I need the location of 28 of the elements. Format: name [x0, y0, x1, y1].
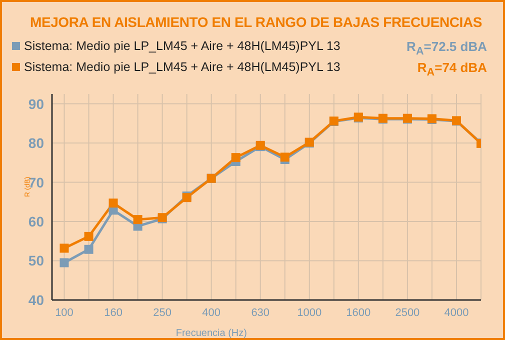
text: R$_{A}$=72.5 dBA: [406, 39, 487, 58]
point: [280, 152, 290, 162]
point: [60, 244, 69, 253]
x-axis-title: Frecuencia (Hz): [176, 328, 247, 339]
x-tick-label: 630: [251, 306, 270, 319]
y-tick-label: 60: [28, 213, 44, 230]
y-tick-label: 40: [28, 292, 44, 308]
point: [108, 198, 118, 208]
x-tick-label: 250: [153, 306, 172, 319]
x-tick-label: 2500: [395, 306, 420, 319]
x-tick-label: 400: [202, 306, 221, 319]
point: [231, 153, 240, 162]
chart-title: MEJORA EN AISLAMIENTO EN EL RANGO DE BAJAS FRECUENCIAS: [30, 14, 482, 30]
x-tick-label: 100: [55, 306, 74, 319]
x-tick-label: 4000: [444, 306, 469, 319]
text: R$_{A}$=74 dBA: [417, 60, 487, 79]
point: [84, 244, 94, 254]
y-tick-label: 90: [28, 96, 44, 112]
x-tick-label: 1000: [297, 306, 322, 319]
point: [60, 258, 69, 268]
y-tick-label: 80: [28, 135, 44, 152]
x-tick-label: 1600: [346, 306, 371, 319]
x-tick-label: 160: [104, 306, 122, 319]
legend-label: Sistema: Medio pie LP_LM45 + Aire + 48H(LM45)PYL 13: [23, 60, 340, 76]
point: [133, 215, 142, 224]
point: [84, 232, 94, 241]
legend-label: Sistema: Medio pie LP_LM45 + Aire + 48H(LM45)PYL 13: [23, 39, 340, 55]
y-tick-label: 50: [28, 252, 44, 269]
